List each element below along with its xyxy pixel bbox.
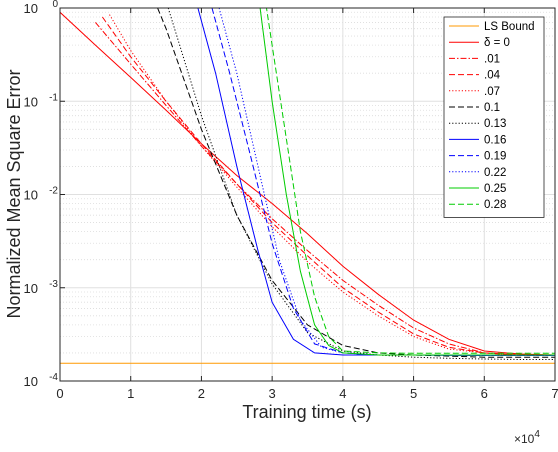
series-line-6: [167, 8, 555, 360]
x-axis-multiplier-exponent: 4: [534, 429, 540, 440]
series-line-3: [101, 16, 555, 356]
series-line-2: [95, 22, 555, 356]
x-tick-label: 4: [339, 386, 346, 401]
legend-box: [443, 16, 545, 218]
x-tick-label: 7: [551, 386, 558, 401]
x-tick-label: 2: [198, 386, 205, 401]
legend-label: 0.1: [484, 102, 500, 114]
legend-label: 0.13: [484, 118, 506, 130]
x-axis-ticks: 0 1 2 3 4 5 6 7: [56, 8, 558, 401]
y-tick-label: 10 -1: [24, 92, 59, 109]
x-tick-label: 1: [127, 386, 134, 401]
legend-label: 0.25: [484, 183, 506, 195]
y-tick-base: 10: [24, 1, 38, 16]
x-tick-label: 0: [56, 386, 63, 401]
legend-label: LS Bound: [484, 21, 535, 33]
x-axis-multiplier: ×104: [514, 429, 540, 446]
y-tick-base: 10: [24, 374, 38, 389]
legend-label: .01: [484, 53, 500, 65]
y-axis-label: Normalized Mean Square Error: [4, 69, 24, 318]
y-tick-exponent: -2: [49, 186, 58, 197]
x-tick-label: 5: [410, 386, 417, 401]
series-line-5: [157, 8, 555, 358]
y-tick-label: 10 -2: [24, 186, 59, 203]
y-tick-label: 10 0: [24, 0, 59, 16]
y-tick-exponent: -3: [49, 279, 58, 290]
y-tick-label: 10 -3: [24, 279, 59, 296]
legend-label: 0.28: [484, 199, 506, 211]
legend-label: .04: [484, 70, 501, 82]
y-tick-base: 10: [24, 281, 38, 296]
x-tick-label: 3: [269, 386, 276, 401]
series-line-4: [109, 14, 555, 356]
legend-label: 0.16: [484, 134, 506, 146]
series-line-11: [265, 8, 555, 354]
y-tick-exponent: -1: [49, 92, 58, 103]
y-axis-ticks: 10 -4 10 -3 10 -2 10 -1 10 0: [24, 0, 65, 389]
y-tick-exponent: 0: [52, 0, 58, 10]
legend-label: δ = 0: [484, 37, 510, 49]
x-tick-label: 6: [481, 386, 488, 401]
series-line-1: [60, 11, 555, 356]
legend-label: .07: [484, 86, 500, 98]
series-layer: [60, 8, 555, 364]
y-tick-label: 10 -4: [24, 372, 59, 389]
series-line-10: [259, 8, 555, 356]
legend: LS Bound δ = 0 .01 .04 .07 0.1 0.13 0.16 0.19 0.2…: [443, 16, 545, 218]
x-axis-multiplier-base: ×10: [514, 432, 535, 446]
x-axis-label: Training time (s): [242, 402, 371, 422]
legend-label: 0.22: [484, 167, 506, 179]
y-tick-base: 10: [24, 188, 38, 203]
y-tick-base: 10: [24, 94, 38, 109]
legend-label: 0.19: [484, 151, 506, 163]
y-tick-exponent: -4: [49, 372, 58, 383]
